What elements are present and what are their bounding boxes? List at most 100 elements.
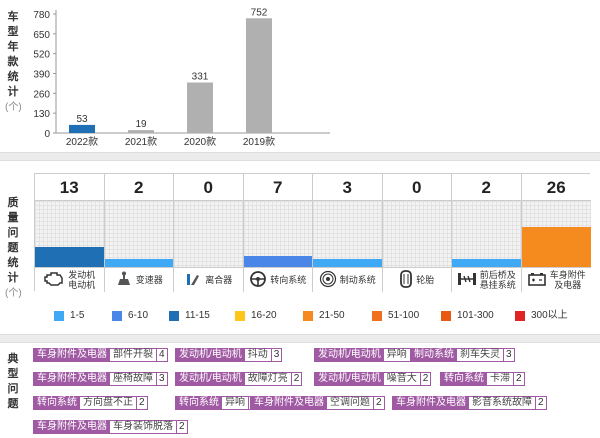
quality-bar bbox=[104, 259, 173, 267]
quality-bar-area bbox=[35, 201, 104, 267]
issue-problem: 异响 bbox=[222, 397, 248, 409]
issue-group: 车身附件及电器 bbox=[34, 373, 110, 385]
quality-category: 车身附件 及电器 bbox=[521, 267, 591, 292]
x-category-label: 2022款 bbox=[66, 135, 98, 148]
legend-swatch bbox=[515, 311, 525, 321]
issue-problem: 故障灯亮 bbox=[244, 373, 291, 385]
quality-bar bbox=[35, 247, 104, 267]
issue-problem: 异响 bbox=[383, 349, 410, 361]
legend-label: 1-5 bbox=[70, 310, 85, 321]
quality-category: 制动系统 bbox=[313, 267, 382, 292]
clutch-icon bbox=[184, 271, 202, 289]
label-char: 题 bbox=[7, 398, 19, 410]
issue-tag[interactable]: 车身附件及电器 空调问题 2 bbox=[250, 396, 385, 410]
issue-tag[interactable]: 转向系统 方向盘不正 2 bbox=[33, 396, 148, 410]
legend-item: 6-10 bbox=[112, 310, 148, 322]
issue-group: 车身附件及电器 bbox=[251, 397, 327, 409]
issue-count: 4 bbox=[156, 349, 167, 361]
issue-problem: 影音系统故障 bbox=[469, 397, 535, 409]
quality-category-label: 车身附件 及电器 bbox=[549, 270, 586, 290]
y-tick-label: 0 bbox=[44, 129, 50, 140]
issue-tag[interactable]: 车身附件及电器 座椅故障 3 bbox=[33, 372, 168, 386]
quality-category-label: 变速器 bbox=[135, 275, 163, 285]
legend-label: 16-20 bbox=[251, 310, 277, 321]
issue-tag[interactable]: 转向系统 卡滞 2 bbox=[440, 372, 525, 386]
issue-tag[interactable]: 制动系统 刹车失灵 3 bbox=[410, 348, 515, 362]
quality-count: 13 bbox=[35, 174, 104, 201]
issue-count: 2 bbox=[419, 373, 431, 385]
section-divider bbox=[0, 334, 600, 343]
car-battery-icon bbox=[527, 271, 547, 289]
issue-tag[interactable]: 发动机/电动机 抖动 3 bbox=[175, 348, 283, 362]
legend-item: 11-15 bbox=[169, 310, 210, 322]
legend-item: 16-20 bbox=[235, 310, 277, 322]
quality-category-label: 离合器 bbox=[205, 275, 233, 285]
legend-item: 21-50 bbox=[303, 310, 345, 322]
quality-count: 7 bbox=[243, 174, 312, 201]
legend-swatch bbox=[169, 311, 179, 321]
issue-problem: 方向盘不正 bbox=[80, 397, 136, 409]
quality-column: 13 发动机 电动机 bbox=[35, 174, 105, 292]
model-year-section-label: 车 型 年 款 统 计 (个) bbox=[5, 10, 22, 115]
label-char: 年 bbox=[7, 41, 19, 53]
quality-bar-area bbox=[521, 201, 591, 267]
issue-group: 车身附件及电器 bbox=[34, 349, 110, 361]
label-char: 问 bbox=[7, 383, 19, 395]
quality-section-label: 质 量 问 题 统 计 (个) bbox=[5, 196, 22, 301]
gearbox-icon bbox=[115, 271, 133, 289]
issue-tag[interactable]: 发动机/电动机异响3 bbox=[314, 348, 422, 362]
issue-count: 2 bbox=[513, 373, 524, 385]
legend-swatch bbox=[441, 311, 451, 321]
brake-disc-icon bbox=[319, 270, 337, 290]
x-category-label: 2021款 bbox=[125, 135, 157, 148]
issue-count: 2 bbox=[535, 397, 546, 409]
quality-category: 变速器 bbox=[104, 267, 173, 292]
legend-label: 300以上 bbox=[531, 310, 568, 321]
year-bar bbox=[246, 18, 272, 133]
quality-count: 2 bbox=[452, 174, 521, 201]
quality-legend: 1-5 6-10 11-15 16-20 21-50 51-100 101-300 300以上 bbox=[40, 310, 600, 324]
issue-tag[interactable]: 车身附件及电器 影音系统故障 2 bbox=[392, 396, 547, 410]
quality-category-label: 制动系统 bbox=[339, 275, 376, 285]
issue-count: 3 bbox=[503, 349, 514, 361]
legend-label: 51-100 bbox=[388, 310, 420, 321]
quality-bar bbox=[243, 256, 312, 267]
issue-group: 发动机/电动机 bbox=[176, 373, 245, 385]
legend-item: 300以上 bbox=[515, 310, 568, 322]
legend-swatch bbox=[54, 311, 64, 321]
issue-problem: 部件开裂 bbox=[110, 349, 156, 361]
quality-category: 离合器 bbox=[174, 267, 243, 292]
bar-value-label: 331 bbox=[192, 72, 209, 83]
label-char: 车 bbox=[7, 11, 19, 23]
legend-item: 101-300 bbox=[441, 310, 494, 322]
label-char: 计 bbox=[7, 86, 19, 98]
quality-count: 26 bbox=[521, 174, 591, 201]
quality-count: 0 bbox=[382, 174, 451, 201]
quality-bar bbox=[521, 227, 591, 267]
quality-column: 0 轮胎 bbox=[382, 174, 452, 292]
section-divider bbox=[0, 152, 600, 161]
quality-category-label: 发动机 电动机 bbox=[68, 270, 96, 290]
issue-tag[interactable]: 发动机/电动机 故障灯亮 2 bbox=[175, 372, 303, 386]
quality-column: 2 变速器 bbox=[104, 174, 174, 292]
quality-column: 26 车身附件 及电器 bbox=[521, 174, 591, 292]
issue-tag[interactable]: 车身附件及电器 车身装饰脱落 2 bbox=[33, 420, 188, 434]
quality-count: 2 bbox=[104, 174, 173, 201]
issue-count: 2 bbox=[373, 397, 384, 409]
issue-tag[interactable]: 发动机/电动机 噪音大 2 bbox=[314, 372, 432, 386]
issue-group: 制动系统 bbox=[411, 349, 457, 361]
quality-category: 前后桥及 悬挂系统 bbox=[452, 267, 521, 292]
legend-swatch bbox=[303, 311, 313, 321]
issue-tag[interactable]: 车身附件及电器 部件开裂 4 bbox=[33, 348, 168, 362]
issue-tag[interactable]: 转向系统异响2 bbox=[175, 396, 260, 410]
steering-wheel-icon bbox=[249, 270, 267, 290]
quality-bar-area bbox=[104, 201, 173, 267]
label-char: 量 bbox=[7, 212, 19, 224]
label-char: 型 bbox=[7, 368, 19, 380]
legend-item: 1-5 bbox=[54, 310, 84, 322]
x-category-label: 2019款 bbox=[243, 135, 275, 148]
issue-group: 车身附件及电器 bbox=[393, 397, 469, 409]
y-tick-label: 260 bbox=[33, 89, 50, 100]
quality-bar bbox=[313, 259, 382, 267]
issue-problem: 抖动 bbox=[244, 349, 271, 361]
